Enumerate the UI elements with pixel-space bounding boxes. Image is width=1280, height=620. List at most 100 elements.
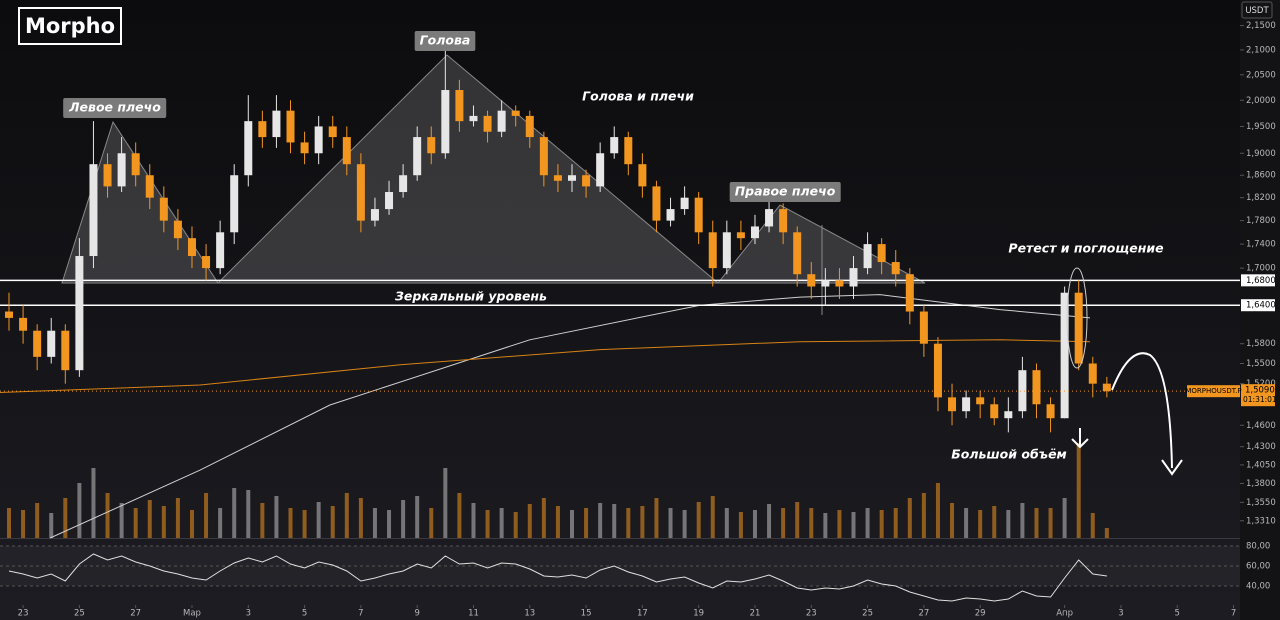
volume-bar (1062, 498, 1067, 538)
last-price-countdown: 01:31:01 (1243, 395, 1277, 404)
volume-bar (175, 498, 180, 538)
x-tick-label: 5 (1175, 609, 1180, 619)
volume-bar (485, 510, 490, 538)
y-tick-label: 2,1000 (1246, 45, 1276, 55)
x-tick-label: 25 (74, 609, 85, 619)
volume-bar (1090, 513, 1095, 538)
logo: Morpho (25, 14, 115, 38)
candle-body (117, 153, 126, 187)
candle-body (314, 126, 323, 154)
x-tick-label: 25 (862, 609, 873, 619)
candle-body (328, 126, 337, 138)
rsi-tick-label: 80,00 (1246, 542, 1270, 552)
volume-bar (513, 512, 518, 538)
forecast-arrow-head (1161, 459, 1183, 476)
candle-body (173, 220, 182, 239)
candle-body (216, 232, 225, 269)
candle-body (722, 232, 731, 269)
volume-bar (77, 483, 82, 538)
candle-body (441, 90, 450, 154)
volume-bar (809, 508, 814, 538)
volume-bar (443, 468, 448, 538)
x-tick-label: 15 (581, 609, 592, 619)
level-label-box (1241, 299, 1275, 312)
volume-bar (147, 500, 152, 538)
candle-body (145, 175, 154, 198)
annotation: Большой объём (951, 447, 1067, 462)
candle-body (976, 397, 985, 405)
candle-body (708, 232, 717, 269)
moving-average (0, 339, 1091, 393)
candle-body (103, 164, 112, 187)
x-tick-label: 7 (358, 609, 363, 619)
candle-body (1004, 411, 1013, 419)
volume-bar (358, 498, 363, 538)
volume-bar (49, 513, 54, 538)
candle-body (568, 175, 577, 181)
candle-body (863, 244, 872, 269)
candle-body (19, 317, 28, 331)
volume-bar (1048, 508, 1053, 538)
level-label: 1,6800 (1246, 276, 1276, 286)
x-tick-label: 7 (1231, 609, 1236, 619)
candle-body (553, 175, 562, 181)
volume-bar (598, 503, 603, 538)
volume-bar (541, 498, 546, 538)
volume-bar (851, 512, 856, 538)
candle-body (525, 115, 534, 138)
candle-body (680, 197, 689, 210)
candle-body (427, 137, 436, 154)
volume-bar (668, 508, 673, 538)
candle-body (1088, 363, 1097, 384)
y-tick-label: 2,0500 (1246, 70, 1276, 80)
annotation-box (414, 31, 476, 51)
candle-body (286, 110, 295, 143)
candle-body (610, 137, 619, 154)
volume-bar (415, 496, 420, 538)
volume-bar (204, 493, 209, 538)
x-tick-label: 13 (524, 609, 535, 619)
volume-bar (1006, 510, 1011, 538)
annotation: Зеркальный уровень (395, 289, 547, 304)
annotation-box (729, 182, 841, 202)
candle-body (342, 137, 351, 165)
candle-body (1018, 370, 1027, 412)
candle-body (539, 137, 548, 176)
volume-bar (232, 488, 237, 538)
candle-body (990, 404, 999, 419)
y-tick-label: 1,7400 (1246, 240, 1276, 250)
volume-bar (35, 503, 40, 538)
currency: USDT (1245, 6, 1269, 16)
volume-bar (330, 506, 335, 538)
volume-bar (584, 508, 589, 538)
x-tick-label: Мар (183, 609, 201, 619)
volume-bar (767, 504, 772, 538)
candle-body (638, 164, 647, 187)
candle-body (497, 110, 506, 132)
x-tick-label: 5 (302, 609, 307, 619)
candle-body (413, 137, 422, 176)
candle-body (582, 175, 591, 187)
annotation: Левое плечо (68, 100, 161, 115)
currency-box (1241, 1, 1273, 19)
candle-body (933, 343, 942, 398)
x-tick-label: 11 (468, 609, 479, 619)
volume-bar (964, 508, 969, 538)
candle-body (807, 274, 816, 287)
candle-body (131, 153, 140, 176)
volume-bar (429, 508, 434, 538)
volume-bar (471, 503, 476, 538)
volume-bar (626, 508, 631, 538)
candle-body (779, 209, 788, 233)
candle-body (1060, 292, 1069, 419)
volume-bar (738, 512, 743, 538)
level-label-box (1241, 274, 1275, 287)
volume-bar (570, 510, 575, 538)
x-tick-label: 29 (975, 609, 986, 619)
y-tick-label: 1,9000 (1246, 149, 1276, 159)
volume-bar (555, 506, 560, 538)
volume-bar (935, 483, 940, 538)
volume-bar (654, 498, 659, 538)
volume-bar (1076, 443, 1081, 538)
